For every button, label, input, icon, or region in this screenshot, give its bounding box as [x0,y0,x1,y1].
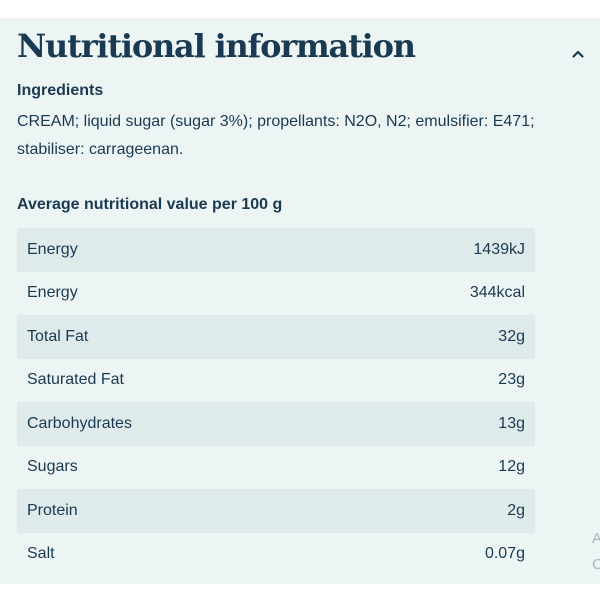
table-row: Salt 0.07g [17,533,535,577]
table-row: Energy 344kcal [17,272,535,316]
nutrition-table: Energy 1439kJ Energy 344kcal Total Fat 3… [17,228,535,576]
section-title: Nutritional information [17,27,416,65]
nutrient-label: Total Fat [27,327,89,345]
nutrient-value: 344kcal [469,284,525,302]
nutrient-value: 13g [498,414,525,432]
nutrition-heading: Average nutritional value per 100 g [17,196,283,213]
ingredients-heading: Ingredients [17,82,104,99]
nutrient-value: 1439kJ [473,240,525,258]
nutrient-value: 32g [498,327,525,345]
table-row: Sugars 12g [17,446,535,490]
nutrition-panel: Nutritional information Ingredients CREA… [0,18,600,584]
nutrient-label: Energy [27,284,78,302]
nutrient-value: 23g [498,371,525,389]
chevron-up-icon [572,50,584,58]
ingredients-text: CREAM; liquid sugar (sugar 3%); propella… [17,113,535,158]
nutrient-label: Protein [27,501,78,519]
nutrient-value: 0.07g [484,545,525,563]
nutrient-label: Salt [27,545,55,563]
table-row: Total Fat 32g [17,315,535,359]
table-row: Saturated Fat 23g [17,359,535,403]
nutrient-label: Carbohydrates [27,414,132,432]
nutrient-label: Sugars [27,458,78,476]
collapse-toggle[interactable] [568,44,588,64]
cutoff-line: C [592,556,600,573]
nutrient-label: Energy [27,240,78,258]
nutrient-value: 2g [507,501,525,519]
cutoff-line: A [592,530,600,547]
nutrient-label: Saturated Fat [27,371,124,389]
nutrient-value: 12g [498,458,525,476]
table-row: Carbohydrates 13g [17,402,535,446]
table-row: Energy 1439kJ [17,228,535,272]
table-row: Protein 2g [17,489,535,533]
cutoff-text: A C [592,526,600,578]
